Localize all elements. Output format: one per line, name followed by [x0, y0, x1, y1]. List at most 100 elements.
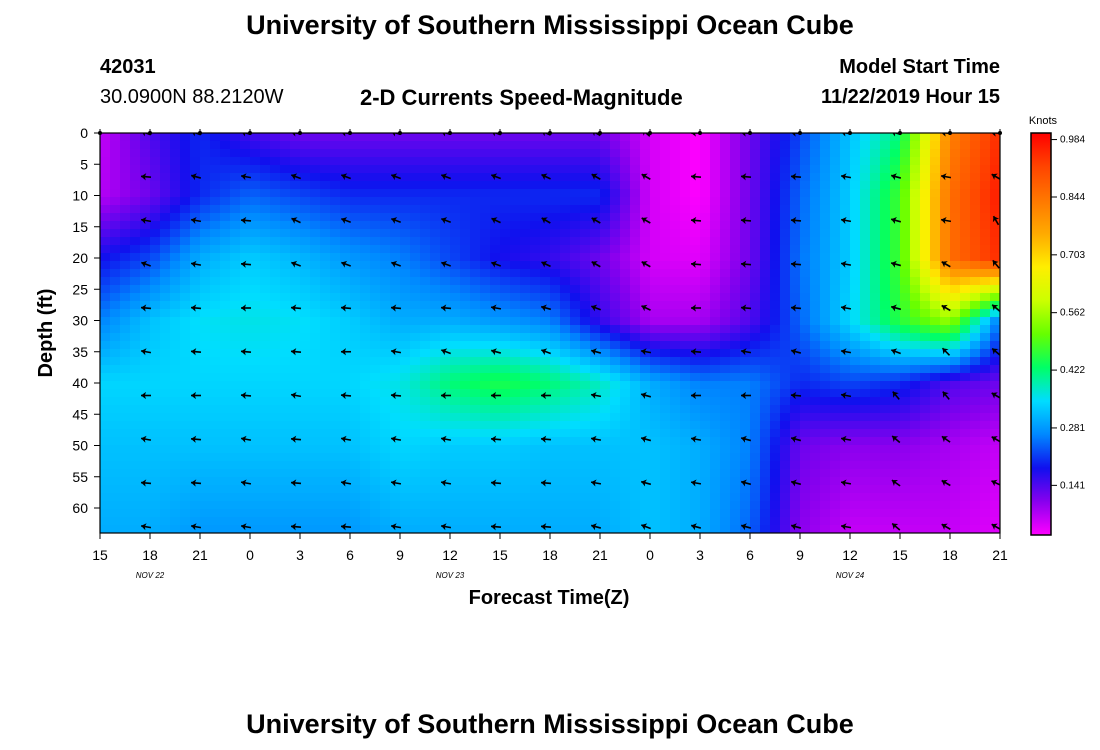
heat-cell	[550, 389, 561, 398]
heat-cell	[110, 525, 121, 533]
heat-cell	[690, 333, 701, 342]
heat-cell	[780, 237, 791, 246]
heat-cell	[460, 309, 471, 318]
heat-cell	[480, 493, 491, 502]
heat-cell	[650, 173, 661, 182]
heat-cell	[300, 405, 311, 414]
heat-cell	[230, 373, 241, 382]
heat-cell	[490, 461, 501, 470]
heat-cell	[910, 525, 921, 533]
heat-cell	[240, 413, 251, 422]
heat-cell	[190, 525, 201, 533]
heat-cell	[540, 269, 551, 278]
heat-cell	[300, 189, 311, 198]
heat-cell	[940, 445, 951, 454]
heat-cell	[430, 381, 441, 390]
current-arrow	[641, 133, 651, 137]
heat-cell	[490, 141, 501, 150]
heat-cell	[960, 397, 971, 406]
heat-cell	[990, 357, 1000, 366]
heat-cell	[900, 469, 911, 478]
heat-cell	[820, 229, 831, 238]
heat-cell	[670, 477, 681, 486]
heat-cell	[830, 189, 841, 198]
heat-cell	[360, 245, 371, 254]
heat-cell	[600, 349, 611, 358]
heat-cell	[460, 405, 471, 414]
heat-cell	[880, 309, 891, 318]
heat-cell	[100, 333, 111, 342]
x-tick-dot	[648, 131, 652, 135]
heat-cell	[650, 509, 661, 518]
heat-cell	[260, 365, 271, 374]
heat-cell	[930, 389, 941, 398]
heat-cell	[110, 229, 121, 238]
colorbar-scale	[1030, 132, 1052, 536]
colorbar-tick-label: 0.984	[1060, 135, 1085, 146]
heat-cell	[660, 501, 671, 510]
heat-cell	[510, 421, 521, 430]
heat-cell	[220, 453, 231, 462]
heat-cell	[780, 405, 791, 414]
heat-cell	[370, 149, 381, 158]
current-arrow	[190, 173, 202, 181]
heat-cell	[140, 221, 151, 230]
heat-cell	[930, 469, 941, 478]
heat-cell	[980, 317, 991, 326]
heat-cell	[720, 141, 731, 150]
heat-cell	[140, 405, 151, 414]
heat-cell	[200, 437, 211, 446]
heat-cell	[810, 325, 821, 334]
current-arrow	[740, 348, 752, 356]
heat-cell	[560, 253, 571, 262]
heat-cell	[620, 253, 631, 262]
heat-cell	[200, 389, 211, 398]
heat-cell	[360, 285, 371, 294]
heat-cell	[160, 429, 171, 438]
heat-cell	[100, 381, 111, 390]
heat-cell	[220, 245, 231, 254]
heat-cell	[480, 205, 491, 214]
heat-cell	[930, 277, 941, 286]
current-arrow	[840, 523, 852, 531]
heat-cell	[130, 357, 141, 366]
heat-cell	[540, 189, 551, 198]
heat-cell	[210, 205, 221, 214]
heat-cell	[170, 317, 181, 326]
heat-cell	[310, 157, 321, 166]
heat-cell	[340, 485, 351, 494]
heat-cell	[670, 365, 681, 374]
heat-cell	[960, 349, 971, 358]
heat-cell	[500, 133, 511, 142]
heat-cell	[370, 325, 381, 334]
heat-cell	[170, 133, 181, 142]
heat-cell	[680, 285, 691, 294]
heat-cell	[610, 485, 621, 494]
heat-cell	[300, 213, 311, 222]
heat-cell	[350, 373, 361, 382]
heat-cell	[840, 325, 851, 334]
heat-cell	[570, 205, 581, 214]
current-arrow	[440, 523, 452, 531]
heat-cell	[980, 445, 991, 454]
heat-cell	[980, 365, 991, 374]
heat-cell	[660, 381, 671, 390]
heat-cell	[630, 253, 641, 262]
heat-cell	[350, 525, 361, 533]
heat-cell	[180, 293, 191, 302]
heat-cell	[150, 517, 161, 526]
current-arrow	[240, 216, 252, 225]
heat-cell	[810, 365, 821, 374]
heat-cell	[420, 181, 431, 190]
heat-cell	[290, 133, 301, 142]
heat-cell	[720, 181, 731, 190]
heat-cell	[730, 413, 741, 422]
heat-cell	[450, 317, 461, 326]
heat-cell	[140, 469, 151, 478]
heat-cell	[930, 229, 941, 238]
heat-cell	[440, 397, 451, 406]
heat-cell	[840, 437, 851, 446]
heat-cell	[450, 253, 461, 262]
heat-cell	[390, 261, 401, 270]
heat-cell	[900, 149, 911, 158]
